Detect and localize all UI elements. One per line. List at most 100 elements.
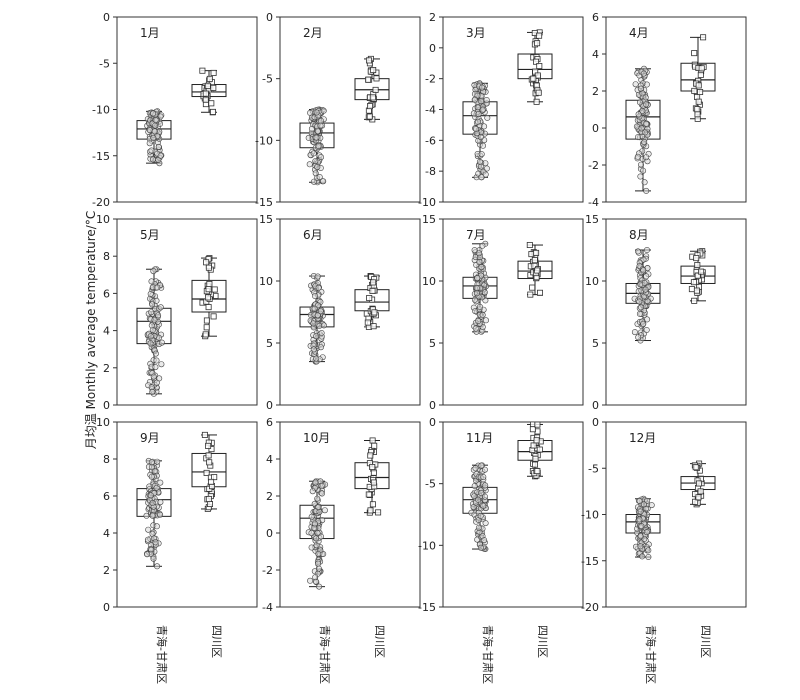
data-point: [694, 261, 701, 268]
y-axis-label: 月均温 Monthly average temperature/°C: [84, 211, 98, 449]
data-point: [315, 504, 322, 511]
data-point: [155, 312, 162, 319]
y-tick-label: 0: [592, 399, 599, 412]
data-point: [529, 284, 536, 291]
data-point: [471, 493, 478, 500]
data-point: [636, 298, 643, 305]
data-point: [475, 496, 482, 503]
data-point: [642, 286, 649, 293]
data-point: [206, 280, 213, 287]
data-point: [475, 250, 482, 257]
y-tick-label: -10: [92, 104, 110, 117]
data-point: [478, 489, 485, 496]
data-point: [157, 511, 164, 518]
data-point: [637, 85, 644, 92]
panel-title: 4月: [629, 26, 649, 40]
y-tick-label: 5: [266, 337, 273, 350]
data-point: [534, 468, 541, 475]
data-point: [372, 86, 379, 93]
data-point: [637, 161, 644, 168]
data-point: [208, 100, 215, 107]
y-tick-label: -20: [92, 196, 110, 209]
y-tick-label: -2: [425, 73, 436, 86]
x-tick-label: 青海-甘肃区: [481, 625, 495, 684]
y-tick-label: 4: [592, 48, 599, 61]
data-point: [694, 272, 701, 279]
data-point: [643, 101, 650, 108]
data-point: [477, 98, 484, 105]
data-point: [690, 279, 697, 286]
y-tick-label: -4: [425, 104, 436, 117]
data-point: [318, 329, 325, 336]
data-point: [150, 110, 157, 117]
y-tick-label: -5: [99, 57, 110, 70]
data-point: [150, 268, 157, 275]
data-point: [375, 509, 382, 516]
data-point: [314, 560, 321, 567]
box-sichuan: [517, 421, 553, 480]
y-tick-label: 0: [103, 601, 110, 614]
data-point: [643, 154, 650, 161]
data-point: [150, 555, 157, 562]
y-tick-label: 0: [429, 416, 436, 429]
data-point: [314, 530, 321, 537]
data-point: [369, 463, 376, 470]
y-tick-label: 2: [429, 11, 436, 24]
data-point: [533, 249, 540, 256]
y-tick-label: 2: [103, 362, 110, 375]
data-point: [370, 469, 377, 476]
data-point: [211, 286, 218, 293]
data-point: [317, 122, 324, 129]
y-tick-label: 15: [259, 213, 273, 226]
data-point: [154, 458, 161, 465]
data-point: [530, 75, 537, 82]
data-point: [149, 156, 156, 163]
y-tick-label: 0: [103, 399, 110, 412]
data-point: [144, 551, 151, 558]
data-point: [148, 147, 155, 154]
data-point: [150, 134, 157, 141]
data-point: [318, 490, 325, 497]
data-point: [153, 379, 160, 386]
y-tick-label: 0: [266, 527, 273, 540]
box-qinghai-gansu: [462, 240, 498, 335]
data-point: [536, 63, 543, 70]
y-tick-label: -5: [262, 73, 273, 86]
data-point: [313, 134, 320, 141]
data-point: [370, 323, 377, 330]
y-tick-label: -10: [255, 134, 273, 147]
y-tick-label: 15: [422, 213, 436, 226]
data-point: [471, 96, 478, 103]
y-tick-label: 5: [592, 337, 599, 350]
data-point: [149, 388, 156, 395]
data-point: [307, 577, 314, 584]
panel-frame: [605, 16, 747, 203]
data-point: [151, 128, 158, 135]
data-point: [474, 92, 481, 99]
data-point: [311, 520, 318, 527]
data-point: [697, 488, 704, 495]
data-point: [648, 502, 655, 509]
data-point: [477, 134, 484, 141]
data-point: [371, 309, 378, 316]
data-point: [471, 296, 478, 303]
data-point: [472, 126, 479, 133]
box-sichuan: [354, 272, 390, 330]
y-tick-label: 4: [103, 527, 110, 540]
data-point: [697, 89, 704, 96]
y-tick-label: 0: [266, 11, 273, 24]
data-point: [637, 508, 644, 515]
box-qinghai-gansu: [625, 65, 661, 194]
data-point: [369, 94, 376, 101]
data-point: [693, 255, 700, 262]
y-tick-label: 8: [103, 453, 110, 466]
data-point: [369, 437, 376, 444]
data-point: [476, 158, 483, 165]
box-qinghai-gansu: [625, 495, 661, 560]
data-point: [482, 317, 489, 324]
data-point: [148, 278, 155, 285]
y-tick-label: 10: [585, 275, 599, 288]
data-point: [527, 291, 534, 298]
